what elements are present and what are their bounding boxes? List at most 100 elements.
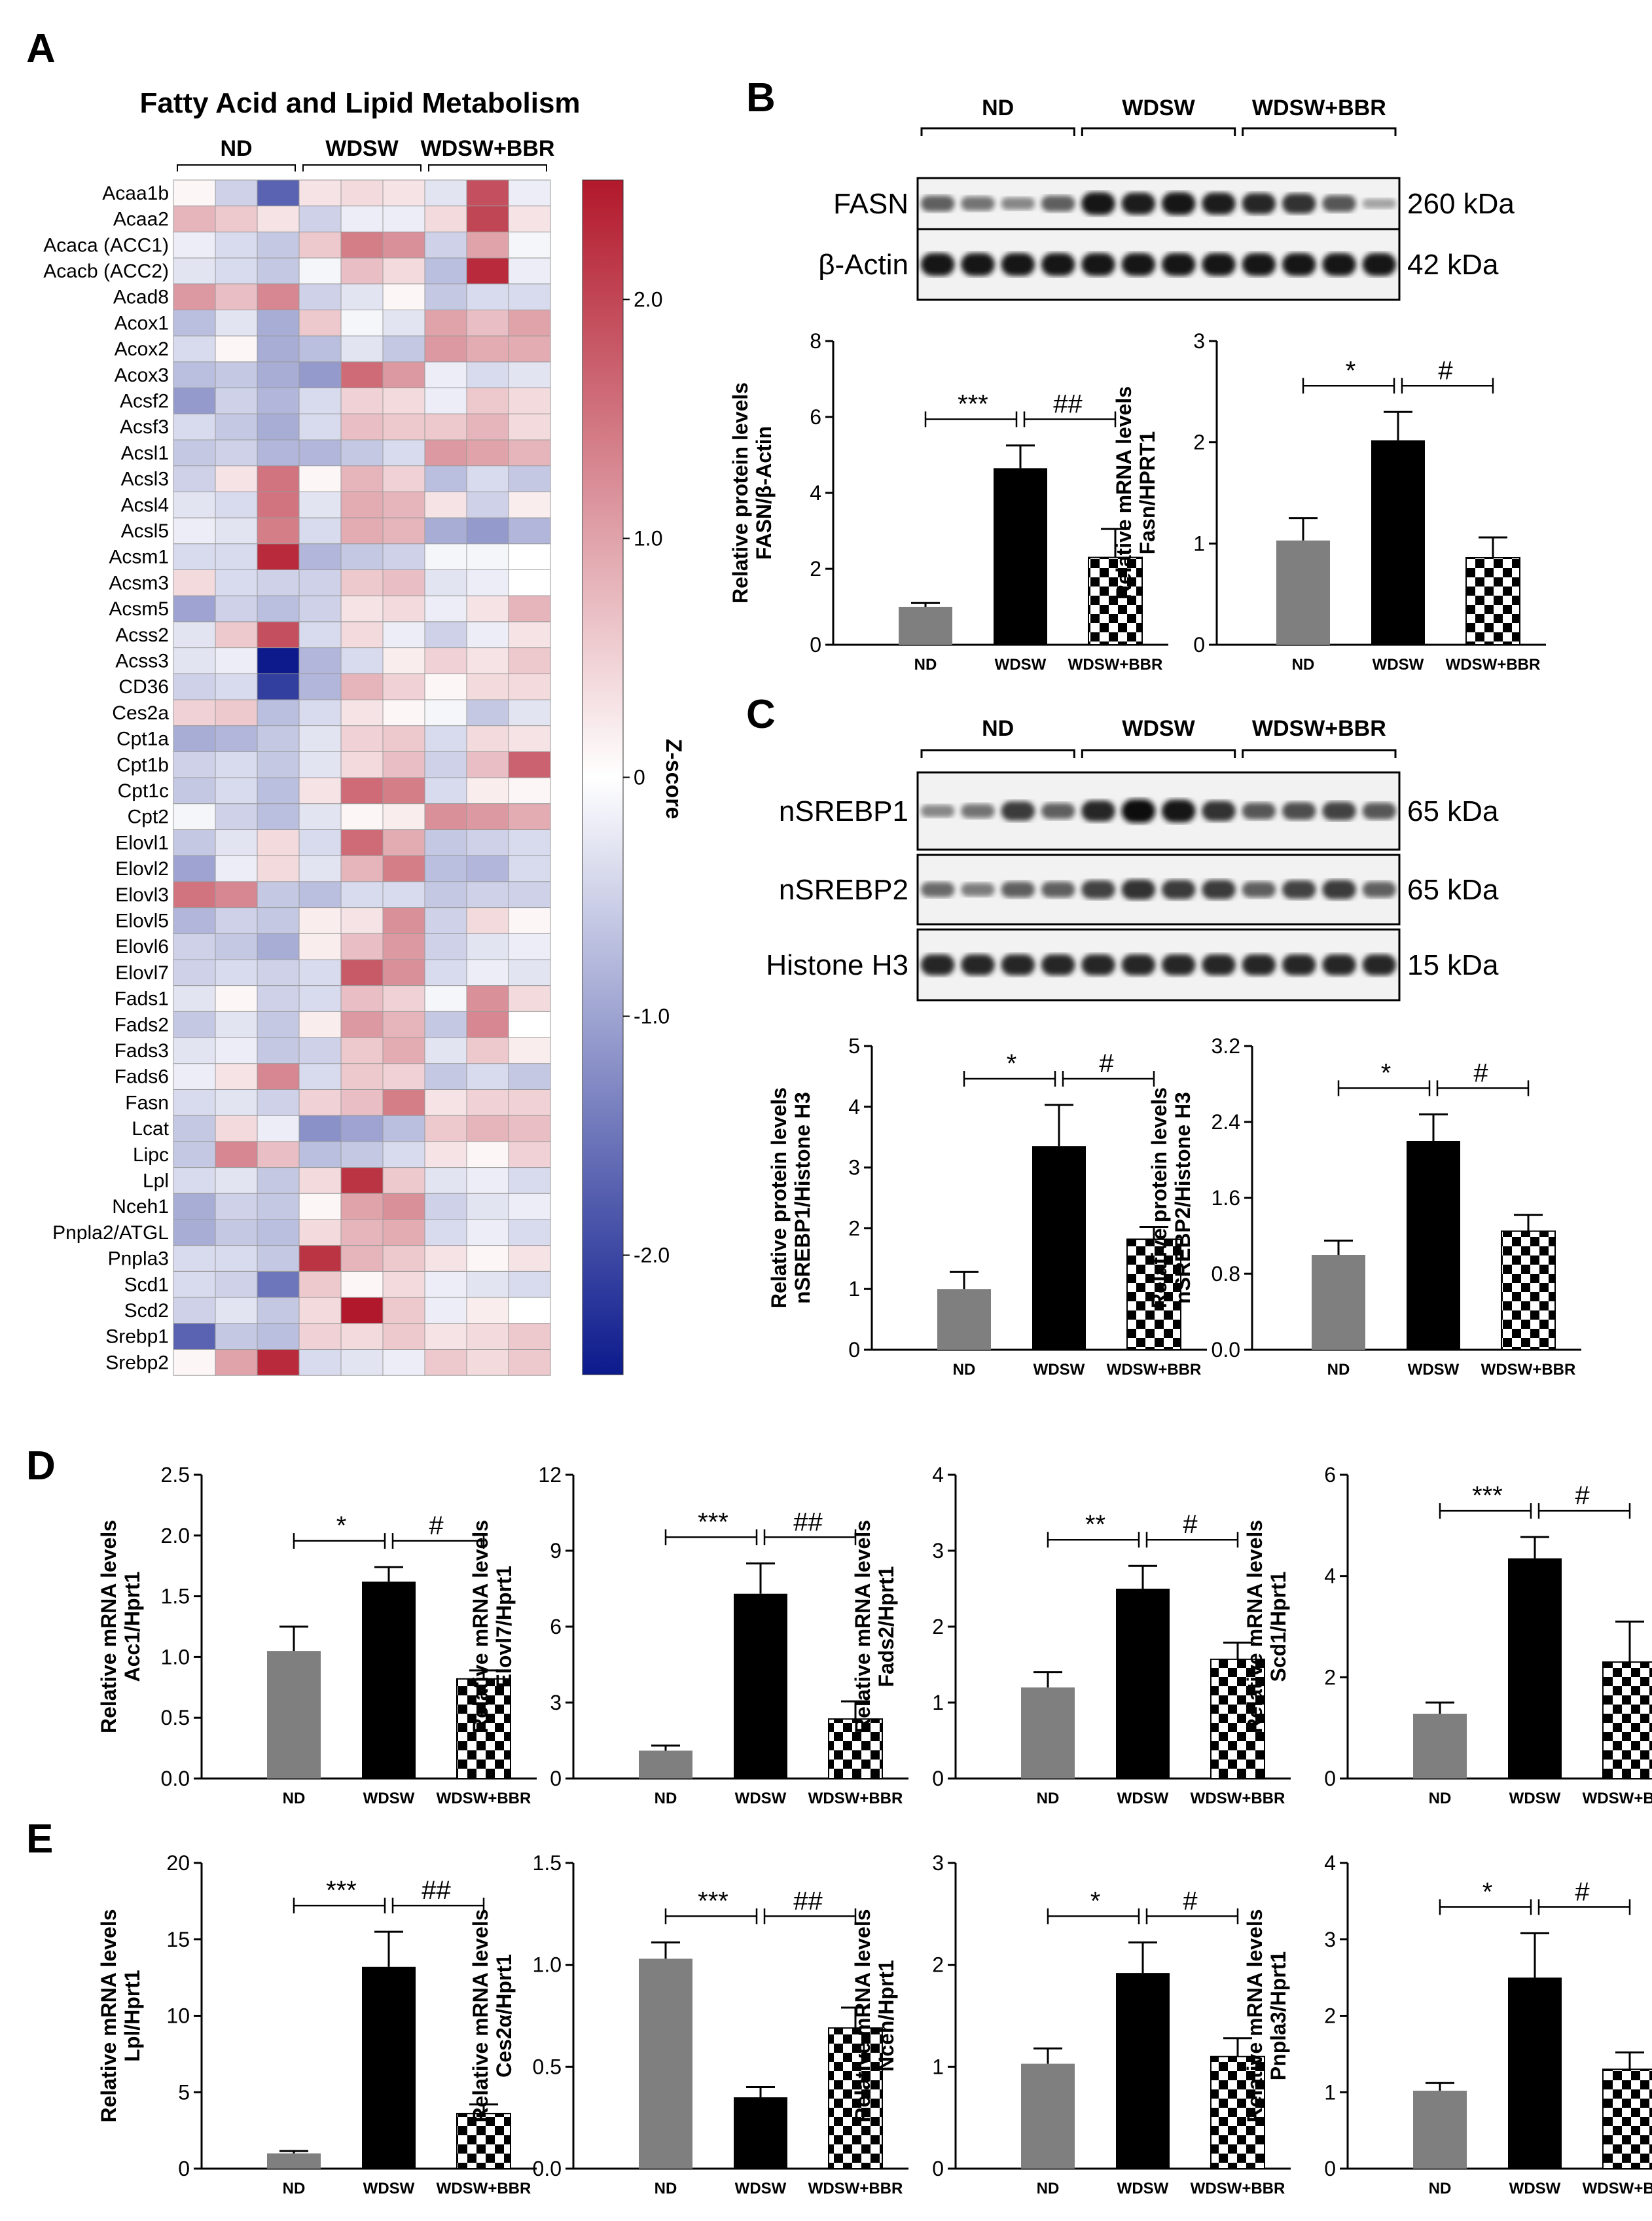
heatmap-cell (215, 959, 258, 986)
heatmap-cell (173, 517, 216, 545)
heatmap-cell (215, 803, 258, 831)
heatmap-cell (257, 959, 300, 986)
heatmap-cell (340, 1193, 384, 1220)
heatmap-cell (340, 907, 384, 934)
heatmap-cell (508, 1115, 551, 1142)
bar (1371, 440, 1425, 645)
x-tick-label: ND (1429, 1790, 1452, 1807)
bar (734, 2097, 787, 2169)
y-tick-label: 15 (166, 1928, 190, 1951)
heatmap-cell (257, 751, 300, 778)
heatmap-cell (298, 335, 342, 363)
sig-marker: *** (1472, 1481, 1503, 1510)
blot-band (1121, 879, 1156, 900)
heatmap-cell (340, 310, 384, 336)
x-tick-label: WDSW (363, 2180, 415, 2197)
heatmap-cell (340, 465, 384, 492)
heatmap-cell (508, 388, 551, 414)
y-tick-label: 0.0 (1212, 1338, 1240, 1362)
heatmap-cell (173, 595, 216, 623)
heatmap-group-label: WDSW+BBR (421, 136, 555, 161)
heatmap-cell (298, 1037, 342, 1064)
heatmap-cell (340, 1349, 384, 1376)
blot-band (1161, 192, 1196, 215)
blot-kda-label: 65 kDa (1407, 795, 1499, 827)
y-axis-label: nSREBP2/Histone H3 (1171, 1092, 1194, 1304)
heatmap-cell (382, 361, 425, 389)
heatmap-cell (215, 751, 258, 778)
heatmap-cell (215, 1011, 258, 1038)
y-tick-label: 1.5 (533, 1851, 562, 1875)
y-tick-label: 2 (932, 1615, 944, 1638)
heatmap-row-label: Lpl (143, 1170, 169, 1191)
heatmap-cell (508, 881, 551, 909)
heatmap-cell (466, 647, 509, 674)
heatmap-cell (466, 1167, 509, 1194)
y-axis-label: Relative mRNA levels (97, 1520, 120, 1733)
panel-letter-c: C (746, 692, 776, 737)
heatmap-cell (215, 699, 258, 727)
heatmap-cell (340, 647, 384, 674)
heatmap-cell (298, 829, 342, 856)
heatmap-cell (508, 1011, 551, 1038)
heatmap-cell (298, 1323, 342, 1350)
blot-band (1041, 253, 1075, 276)
y-axis-label: Relative protein levels (767, 1087, 791, 1309)
colorbar-label: Z-score (661, 739, 686, 820)
heatmap-cell (173, 1167, 216, 1194)
heatmap-cell (508, 1297, 551, 1324)
heatmap-cell (215, 829, 258, 856)
heatmap-cell (173, 1245, 216, 1272)
heatmap-cell (424, 621, 467, 649)
heatmap-cell (424, 907, 467, 934)
x-tick-label: WDSW+BBR (437, 1790, 531, 1807)
bar (639, 1750, 692, 1779)
blot-band (1202, 880, 1236, 899)
heatmap-cell (424, 1063, 467, 1091)
blot-strip-frame (916, 854, 1401, 926)
bar (1407, 1141, 1460, 1350)
bar (267, 2153, 321, 2169)
y-tick-label: 0.0 (161, 1767, 190, 1790)
heatmap-cell (340, 1167, 384, 1194)
y-axis-label: Acc1/Hprt1 (120, 1572, 144, 1682)
heatmap-cell (257, 257, 300, 285)
heatmap-cell (257, 388, 300, 414)
heatmap-cell (382, 777, 425, 804)
heatmap-cell (382, 1271, 425, 1298)
heatmap-cell (382, 179, 425, 207)
y-tick-label: 4 (848, 1095, 860, 1119)
heatmap-cell (424, 751, 467, 778)
colorbar-ticks: 2.0 1.0 0 -1.0 -2.0 (623, 288, 670, 1267)
heatmap-row-label: Acox2 (115, 338, 169, 360)
heatmap-cell (382, 1193, 425, 1220)
blot-band (1001, 253, 1035, 276)
heatmap-cell (382, 1063, 425, 1091)
x-tick-label: ND (655, 1790, 677, 1807)
heatmap-cell (466, 829, 509, 856)
x-tick-label: WDSW+BBR (1068, 656, 1163, 674)
heatmap-cell (382, 1089, 425, 1116)
heatmap-cell (173, 985, 216, 1012)
heatmap-cell (508, 985, 551, 1012)
heatmap-row-labels: Acaa1b Acaa2 Acaca (ACC1) Acacb (ACC2) Acad8… (43, 183, 169, 1374)
heatmap-cell (382, 907, 425, 934)
sig-marker: ## (1053, 390, 1083, 419)
heatmap-cell (508, 673, 551, 700)
blot-band (1041, 195, 1075, 212)
heatmap-cell (340, 699, 384, 727)
y-tick-label: 1.6 (1212, 1186, 1240, 1210)
heatmap-cell (298, 465, 342, 492)
blot-protein-label: nSREBP2 (779, 874, 908, 906)
heatmap-cell (508, 777, 551, 804)
heatmap-row-label: Acsf2 (120, 390, 169, 412)
bar (362, 1581, 416, 1779)
x-tick-label: WDSW+BBR (808, 1790, 903, 1807)
y-tick-label: 3 (1324, 1928, 1336, 1951)
heatmap-cell (298, 310, 342, 336)
y-tick-label: 2.4 (1212, 1110, 1240, 1134)
heatmap-cell (215, 361, 258, 389)
heatmap-cell (340, 777, 384, 804)
